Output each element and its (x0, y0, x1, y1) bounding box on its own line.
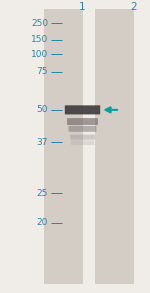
Text: 150: 150 (31, 35, 48, 44)
Text: 37: 37 (36, 138, 48, 146)
FancyBboxPatch shape (70, 134, 95, 140)
Bar (44, 9, 82, 284)
Text: 2: 2 (130, 2, 137, 12)
Text: 250: 250 (31, 19, 48, 28)
FancyBboxPatch shape (71, 140, 94, 145)
FancyBboxPatch shape (67, 118, 98, 125)
Text: 25: 25 (37, 189, 48, 198)
Text: 1: 1 (79, 2, 86, 12)
Text: 50: 50 (36, 105, 48, 114)
Text: 20: 20 (37, 218, 48, 227)
Text: 75: 75 (36, 67, 48, 76)
FancyBboxPatch shape (69, 126, 96, 132)
Text: 100: 100 (31, 50, 48, 59)
FancyBboxPatch shape (65, 105, 100, 114)
Bar (94, 9, 134, 284)
